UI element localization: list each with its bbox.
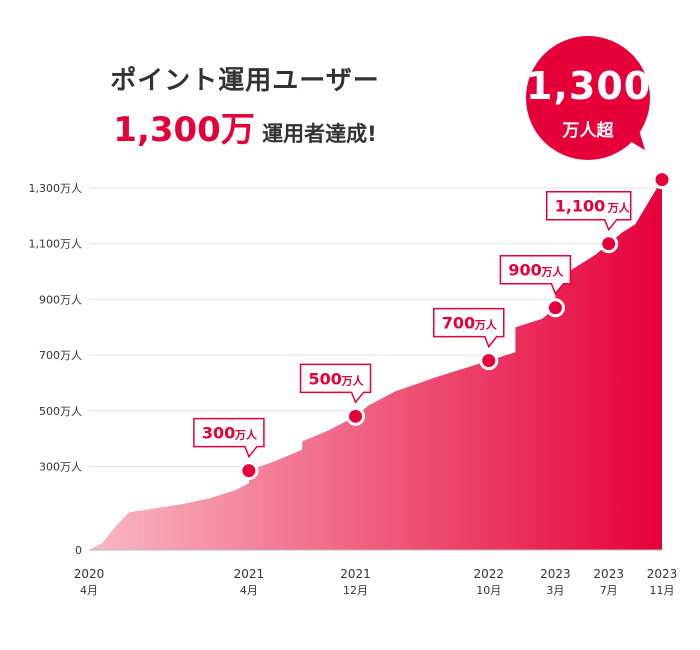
callout-value: 700	[442, 314, 475, 333]
milestone-point	[479, 351, 499, 371]
milestone-callout: 300 万人	[193, 417, 265, 459]
callout-box	[433, 307, 505, 349]
milestone-point	[239, 461, 259, 481]
y-tick-label: 900万人	[39, 293, 82, 306]
callout-box	[545, 190, 632, 232]
x-tick-year: 2021	[234, 567, 265, 581]
y-tick-label: 1,300万人	[29, 182, 83, 195]
chart-title: ポイント運用ユーザー	[110, 66, 380, 96]
callout-unit: 万人	[540, 265, 564, 279]
x-tick-year: 2022	[473, 567, 504, 581]
callout-box	[193, 417, 265, 459]
milestone-callout: 900 万人	[499, 254, 572, 296]
badge-unit: 万人超	[562, 121, 614, 141]
series-area	[89, 179, 662, 550]
milestone-point	[599, 234, 619, 254]
x-tick-year: 2023	[540, 567, 571, 581]
x-tick-year: 2023	[647, 567, 678, 581]
x-tick-month: 10月	[476, 584, 501, 597]
x-tick-year: 2023	[593, 567, 624, 581]
milestone-point	[346, 406, 366, 426]
x-tick-month: 12月	[343, 584, 368, 597]
milestone-point	[652, 170, 672, 190]
x-tick-year: 2021	[340, 567, 371, 581]
callout-value: 300	[202, 424, 235, 443]
y-tick-label: 0	[75, 544, 82, 557]
callout-unit: 万人	[474, 318, 498, 332]
subtitle-rest: 運用者達成!	[262, 122, 377, 146]
badge-value: 1,300	[526, 64, 652, 108]
callout-box	[299, 363, 372, 404]
callout-value: 500	[309, 369, 342, 388]
subtitle-highlight-value: 1,300万	[113, 110, 255, 150]
x-tick-month: 3月	[546, 584, 564, 597]
x-tick-month: 4月	[240, 584, 258, 597]
y-tick-label: 300万人	[39, 460, 82, 473]
milestone-point	[545, 298, 565, 318]
chart-subtitle: 1,300万 運用者達成!	[80, 102, 410, 151]
y-tick-label: 500万人	[39, 405, 82, 418]
y-tick-label: 1,100万人	[29, 238, 83, 251]
x-tick-month: 7月	[600, 584, 618, 597]
milestone-callout: 500 万人	[299, 363, 372, 404]
milestone-badge: 1,300 万人超	[526, 36, 650, 160]
x-tick-year: 2020	[74, 567, 105, 581]
callout-box	[499, 254, 572, 296]
x-tick-month: 4月	[80, 584, 98, 597]
milestone-callout: 700 万人	[433, 307, 505, 349]
x-tick-month: 11月	[650, 584, 675, 597]
callout-value: 900	[508, 261, 541, 280]
callout-value: 1,100	[555, 197, 606, 216]
y-tick-label: 700万人	[39, 349, 82, 362]
callout-unit: 万人	[234, 428, 258, 442]
callout-unit: 万人	[607, 201, 631, 215]
milestone-callout: 1,100 万人	[545, 190, 632, 232]
callout-unit: 万人	[341, 373, 365, 387]
